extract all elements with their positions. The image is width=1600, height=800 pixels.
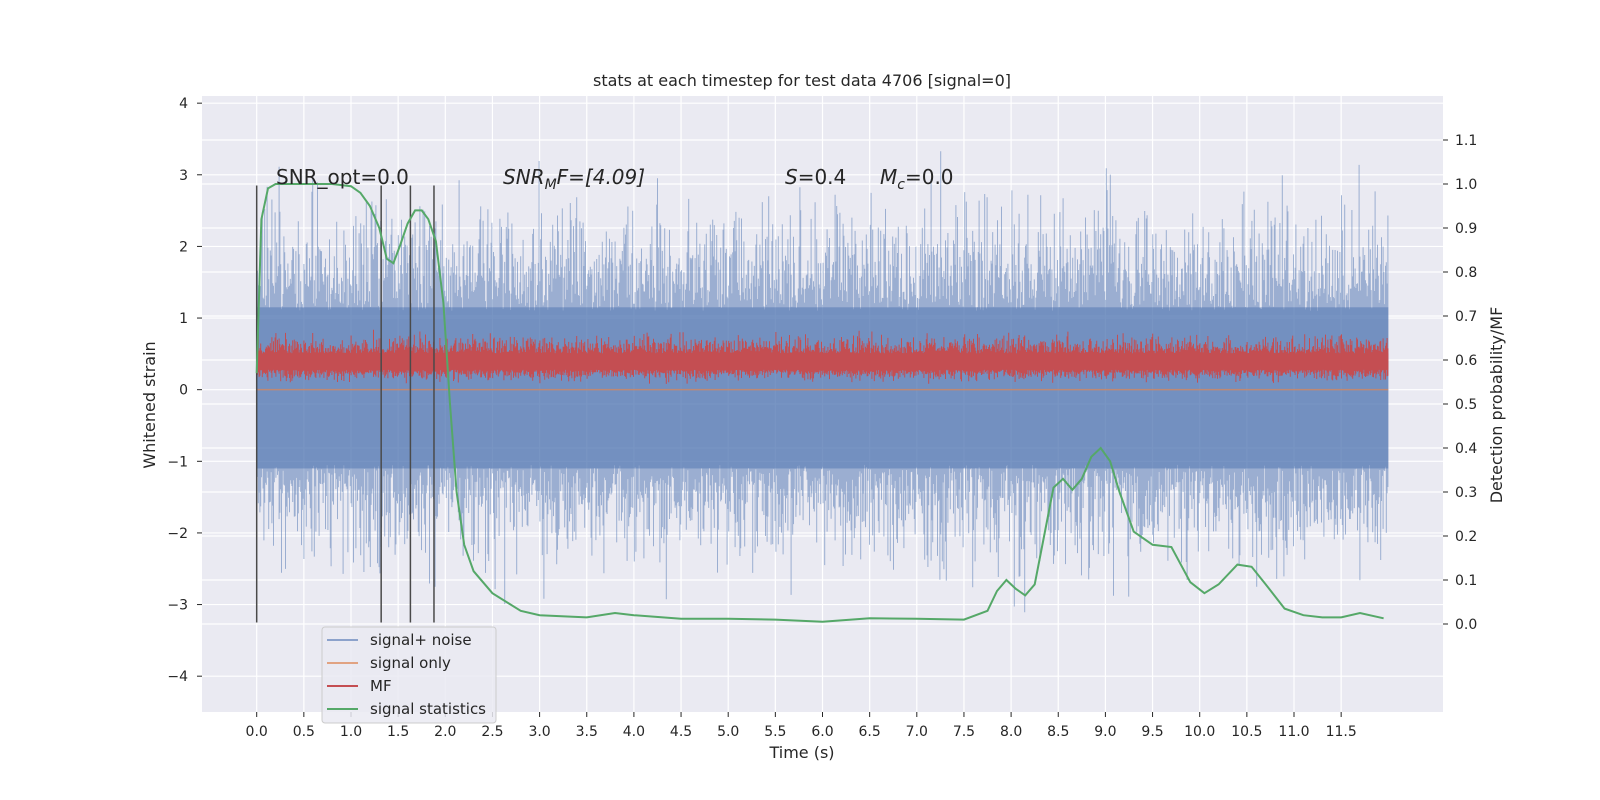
y-axis-label-left: Whitened strain [140, 341, 159, 468]
x-tick-label: 7.5 [953, 724, 975, 740]
y-right-tick-label: 0.7 [1455, 309, 1477, 325]
x-tick-label: 0.0 [246, 724, 268, 740]
chart-title: stats at each timestep for test data 470… [593, 71, 1011, 90]
x-tick-label: 5.5 [764, 724, 786, 740]
signal-statistics-series [255, 183, 1384, 623]
annotation-snr-opt: SNR_opt=0.0 [276, 165, 409, 189]
vertical-markers [255, 185, 435, 623]
x-tick-label: 7.0 [906, 724, 928, 740]
legend-label-signal-statistics: signal statistics [370, 700, 486, 718]
x-tick-label: 11.5 [1326, 724, 1357, 740]
x-tick-label: 10.0 [1184, 724, 1215, 740]
x-tick-label: 4.0 [623, 724, 645, 740]
x-tick-label: 6.5 [859, 724, 881, 740]
x-tick-label: 5.0 [717, 724, 739, 740]
y-right-tick-label: 1.1 [1455, 133, 1477, 149]
y-right-tick-label: 0.0 [1455, 617, 1477, 633]
y-left-tick-label: 1 [179, 311, 188, 327]
mf-series [256, 329, 1389, 384]
y-left-tick-label: −3 [167, 598, 188, 614]
annotation-s: S=0.4 [785, 165, 846, 189]
s-value: =0.4 [798, 165, 847, 189]
x-tick-label: 9.5 [1141, 724, 1163, 740]
signal-statistics-line [255, 183, 1384, 623]
s-symbol: S [785, 165, 798, 189]
x-tick-label: 2.0 [434, 724, 456, 740]
x-tick-label: 0.5 [293, 724, 315, 740]
x-tick-label: 8.0 [1000, 724, 1022, 740]
annotation-mc: Mc=0.0 [880, 165, 954, 193]
x-tick-label: 2.5 [481, 724, 503, 740]
x-tick-label: 3.0 [528, 724, 550, 740]
y-right-tick-label: 0.1 [1455, 573, 1477, 589]
y-axis-label-right: Detection probability/MF [1487, 307, 1506, 504]
y-left-tick-label: 0 [179, 383, 188, 399]
x-tick-label: 6.0 [811, 724, 833, 740]
mc-value: =0.0 [905, 165, 954, 189]
x-tick-label: 11.0 [1278, 724, 1309, 740]
snr-mf-subscript: M [545, 177, 557, 193]
mf-core [256, 353, 1389, 370]
x-tick-label: 8.5 [1047, 724, 1069, 740]
x-tick-label: 1.5 [387, 724, 409, 740]
x-tick-label: 3.5 [576, 724, 598, 740]
legend-label-signal-only: signal only [370, 654, 451, 672]
legend: signal+ noise signal only MF signal stat… [321, 626, 497, 724]
y-right-tick-label: 0.8 [1455, 265, 1477, 281]
signal-noise-core [256, 307, 1389, 469]
y-left-tick-label: −1 [167, 454, 188, 470]
mc-subscript: c [897, 177, 905, 193]
legend-label-mf: MF [370, 677, 392, 695]
axis-ticks: 0.0 0.5 1.0 1.5 2.0 2.5 3.0 3.5 4.0 4.5 5.0 5.5 6.0 6… [167, 96, 1477, 740]
y-right-tick-label: 0.6 [1455, 353, 1477, 369]
y-right-tick-label: 0.4 [1455, 441, 1477, 457]
x-axis-label: Time (s) [768, 743, 834, 762]
x-tick-label: 4.5 [670, 724, 692, 740]
legend-box [321, 626, 497, 724]
x-tick-label: 9.0 [1094, 724, 1116, 740]
y-left-tick-label: 3 [179, 168, 188, 184]
x-tick-label: 10.5 [1231, 724, 1262, 740]
y-left-tick-label: 2 [179, 239, 188, 255]
y-left-tick-label: −4 [167, 669, 188, 685]
snr-mf-value: F=[4.09] [557, 165, 645, 189]
snr-mf-symbol: SNR [503, 165, 545, 189]
y-left-tick-label: 4 [179, 96, 188, 112]
y-left-tick-label: −2 [167, 526, 188, 542]
y-right-tick-label: 0.9 [1455, 221, 1477, 237]
legend-label-signal-noise: signal+ noise [370, 631, 472, 649]
mc-symbol: M [880, 165, 897, 189]
y-right-tick-label: 1.0 [1455, 177, 1477, 193]
x-tick-label: 1.0 [340, 724, 362, 740]
y-right-tick-label: 0.2 [1455, 529, 1477, 545]
y-right-tick-label: 0.3 [1455, 485, 1477, 501]
y-right-tick-label: 0.5 [1455, 397, 1477, 413]
annotation-snr-mf: SNRMF=[4.09] [503, 165, 645, 193]
